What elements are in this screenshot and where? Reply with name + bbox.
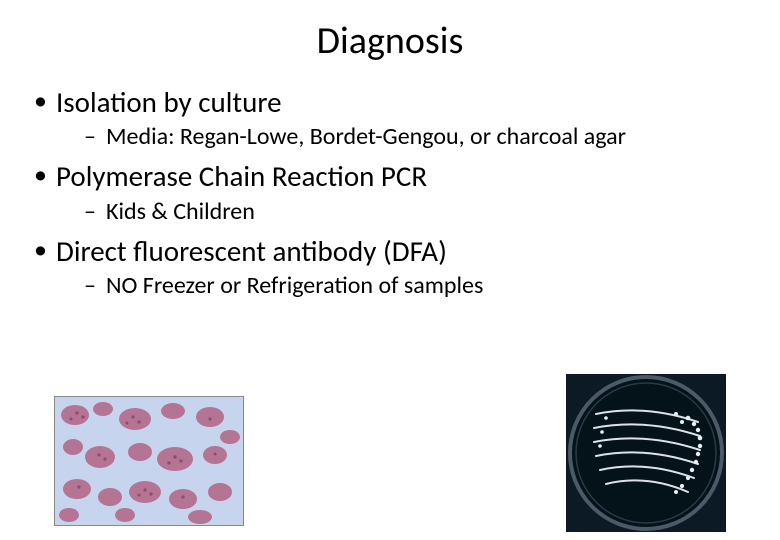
slide-body: Isolation by culture Media: Regan-Lowe, … — [0, 70, 780, 301]
bullet-text: Direct fluorescent antibody (DFA) — [56, 233, 447, 269]
sub-bullet-text: Media: Regan-Lowe, Bordet-Gengou, or cha… — [106, 122, 626, 151]
microscopy-image — [54, 396, 244, 526]
microscopy-svg — [55, 397, 243, 525]
bullet-item: Polymerase Chain Reaction PCR Kids & Chi… — [30, 158, 750, 226]
bullet-list: Isolation by culture Media: Regan-Lowe, … — [30, 84, 750, 301]
sub-bullet-text: NO Freezer or Refrigeration of samples — [106, 271, 483, 300]
sub-list: NO Freezer or Refrigeration of samples — [56, 271, 750, 301]
image-row — [54, 376, 760, 526]
bullet-text: Isolation by culture — [56, 84, 282, 120]
agar-plate-svg — [566, 374, 726, 532]
sub-bullet-item: NO Freezer or Refrigeration of samples — [84, 271, 750, 301]
slide: Diagnosis Isolation by culture Media: Re… — [0, 0, 780, 540]
bullet-text: Polymerase Chain Reaction PCR — [56, 158, 427, 194]
bullet-item: Direct fluorescent antibody (DFA) NO Fre… — [30, 233, 750, 301]
sub-bullet-item: Media: Regan-Lowe, Bordet-Gengou, or cha… — [84, 122, 750, 152]
slide-title: Diagnosis — [0, 0, 780, 70]
agar-plate-image — [566, 374, 726, 532]
sub-list: Media: Regan-Lowe, Bordet-Gengou, or cha… — [56, 122, 750, 152]
sub-bullet-item: Kids & Children — [84, 197, 750, 227]
sub-list: Kids & Children — [56, 197, 750, 227]
sub-bullet-text: Kids & Children — [106, 197, 255, 226]
bullet-item: Isolation by culture Media: Regan-Lowe, … — [30, 84, 750, 152]
